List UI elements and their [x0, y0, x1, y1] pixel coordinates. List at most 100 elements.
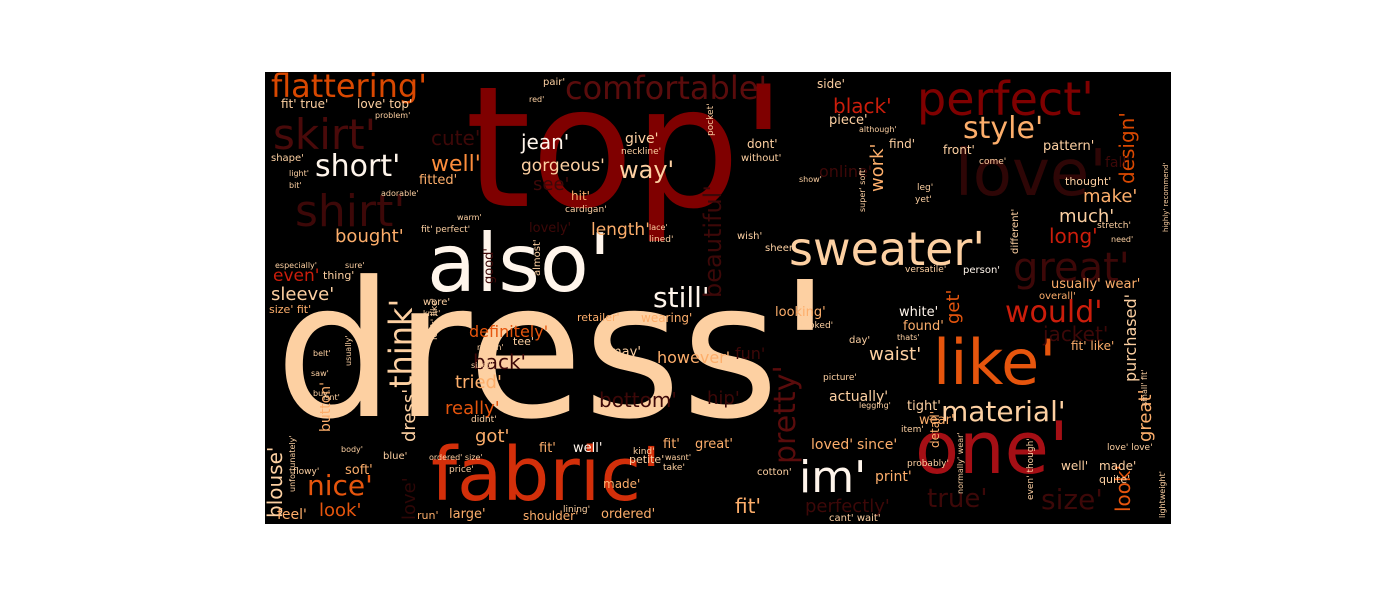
word-dont: dont'	[747, 137, 778, 151]
word-cotton: cotton'	[757, 467, 792, 478]
word-well-2: well'	[573, 441, 603, 456]
word-look: look'	[319, 500, 362, 521]
word-perfect: perfect'	[917, 72, 1094, 126]
word-long: long'	[1049, 224, 1098, 248]
word-even: even'	[273, 266, 320, 286]
word-warm: warm'	[457, 213, 482, 222]
word-im: im'	[799, 452, 867, 503]
word-light: light'	[289, 169, 309, 178]
word-print: print'	[875, 469, 912, 485]
word-fit-like: fit' like'	[1071, 339, 1115, 353]
word-sure: sure'	[345, 261, 365, 270]
word-may: may'	[609, 345, 641, 360]
word-wish: wish'	[737, 231, 763, 242]
word-cute: cute'	[431, 126, 481, 150]
word-although: although'	[859, 125, 897, 134]
word-dress-v: dress'	[399, 388, 420, 442]
word-sleeve: sleeve'	[271, 284, 335, 305]
word-neckline: neckline'	[621, 147, 662, 157]
word-well-3: well'	[1061, 459, 1089, 473]
word-detail: detail'	[928, 410, 942, 448]
word-hit: hit'	[571, 189, 590, 203]
word-price: price'	[449, 465, 474, 475]
word-knit: knit'	[423, 309, 441, 318]
word-item: item'	[901, 425, 924, 435]
word-petite: petite'	[629, 453, 665, 466]
word-size-fit: size' fit'	[269, 303, 312, 316]
word-material: material'	[941, 395, 1066, 428]
word-make: make'	[1083, 186, 1138, 207]
word-flowy: flowy'	[293, 467, 320, 477]
word-fall: fall'	[1105, 155, 1131, 171]
word-feel: feel'	[277, 507, 307, 523]
word-love-bg: love'	[955, 137, 1107, 211]
word-buy: buy'	[313, 389, 331, 398]
word-thats: thats'	[897, 333, 920, 342]
word-jean: jean'	[521, 130, 570, 154]
word-looking: looking'	[775, 305, 826, 320]
word-think: think'	[382, 298, 420, 388]
word-flattering: flattering'	[271, 72, 427, 105]
word-pattern: pattern'	[1043, 139, 1095, 154]
word-made-2: made'	[1099, 459, 1137, 473]
word-back: back'	[473, 350, 527, 374]
word-super-soft: super' soft'	[858, 167, 867, 212]
word-beautiful: beautiful'	[699, 185, 727, 298]
word-love-love: love' love'	[1107, 443, 1153, 453]
word-especially: especially'	[275, 261, 317, 270]
word-belt: belt'	[313, 349, 331, 358]
word-wasnt: wasnt'	[665, 453, 692, 462]
word-overall: overall'	[1039, 291, 1076, 302]
word-perfectly: perfectly'	[805, 496, 890, 517]
word-versatile: versatile'	[905, 265, 947, 275]
word-way: way'	[619, 156, 675, 184]
word-find: find'	[889, 137, 916, 151]
word-loved: loved'	[811, 437, 854, 453]
word-since: since'	[857, 437, 898, 453]
word-legging: legging'	[859, 401, 891, 410]
word-stretch: stretch'	[1097, 221, 1131, 231]
word-enough: enough'	[509, 315, 550, 326]
word-fit: fit'	[735, 494, 761, 518]
word-lace: lace'	[649, 223, 668, 232]
word-return: return'	[477, 343, 504, 352]
word-sweater: sweater'	[789, 222, 985, 276]
word-bit: bit'	[289, 181, 302, 190]
word-need: need'	[1111, 235, 1134, 244]
word-gorgeous: gorgeous'	[521, 156, 605, 176]
word-sized: sized'	[471, 361, 494, 370]
word-shoulder: shoulder'	[523, 509, 579, 523]
word-without: without'	[741, 153, 782, 164]
word-tried: tried'	[455, 372, 502, 393]
word-hip: hip'	[707, 388, 740, 409]
word-sheer: sheer'	[765, 243, 796, 254]
word-tee: tee'	[513, 335, 534, 348]
word-style: style'	[963, 111, 1044, 146]
word-picture: picture'	[823, 373, 857, 383]
word-great-2: great'	[695, 437, 733, 452]
word-nice: nice'	[307, 469, 373, 502]
word-ordered: ordered'	[601, 507, 656, 522]
word-adorable: adorable'	[381, 189, 419, 198]
word-pretty: pretty'	[768, 365, 803, 464]
word-white: white'	[899, 305, 939, 320]
word-wore: wore'	[423, 297, 451, 308]
word-thought: thought'	[1065, 175, 1112, 188]
word-still: still'	[653, 281, 710, 314]
word-really: really'	[445, 398, 500, 419]
word-love-top: love' top'	[357, 97, 413, 111]
word-take: take'	[663, 463, 685, 473]
word-shirt: shirt'	[295, 186, 406, 237]
word-problem: problem'	[375, 111, 411, 120]
word-well: well'	[431, 152, 481, 177]
word-usually-wear: usually' wear'	[1051, 277, 1141, 292]
word-purchased: purchased'	[1121, 294, 1140, 382]
word-retailer: retailer'	[577, 311, 620, 324]
word-fitted: fitted'	[419, 173, 458, 188]
word-yet: yet'	[915, 195, 932, 205]
word-large: large'	[449, 507, 486, 522]
word-lining: lining'	[563, 505, 591, 515]
word-soft: soft'	[345, 463, 373, 478]
word-dress: dress'	[275, 242, 831, 461]
word-give: give'	[625, 131, 659, 147]
